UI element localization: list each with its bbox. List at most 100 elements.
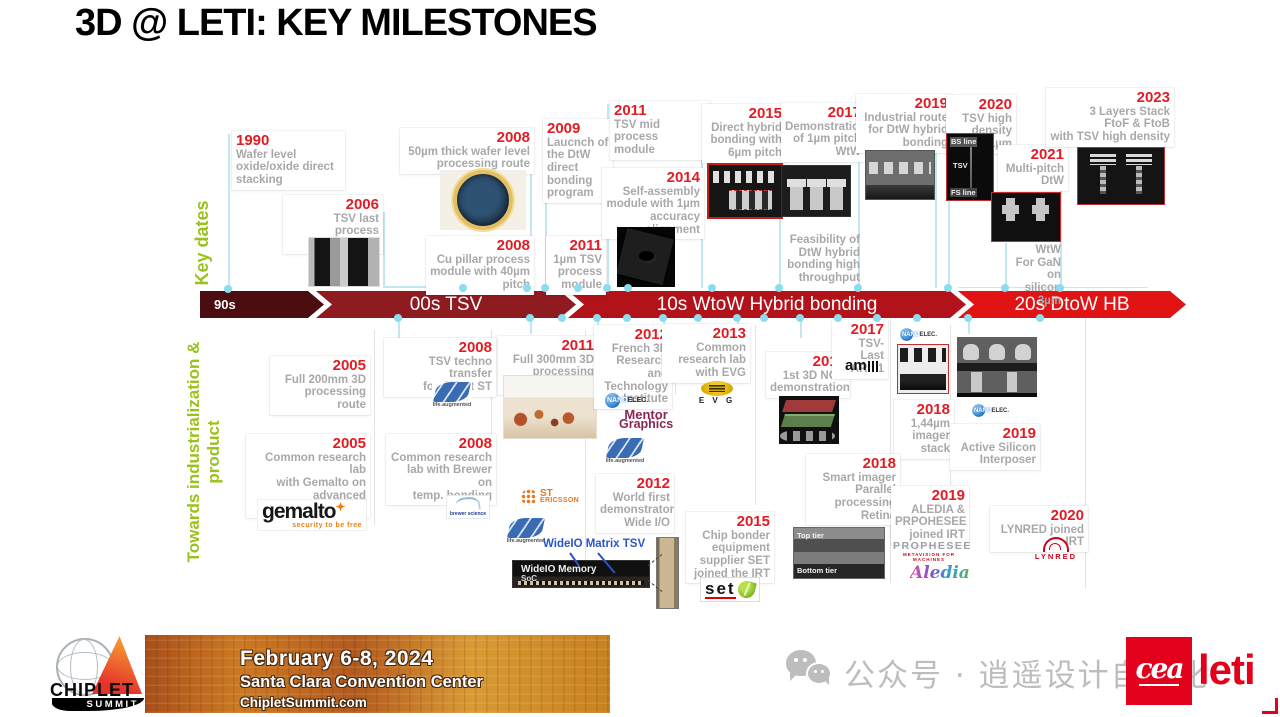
tsv-cross-section-image	[656, 537, 679, 609]
milestone-2005-200mm: 2005 Full 200mm 3D processing route	[270, 356, 370, 415]
milestone-2017-feasibility: Feasibility of DtW hybrid bonding high t…	[776, 232, 864, 288]
connector-line	[530, 134, 532, 288]
cea-logo: cea	[1126, 637, 1192, 705]
timeline-dot	[708, 284, 716, 292]
milestone-year: 2020	[978, 96, 1012, 113]
milestone-text: 50µm thick wafer level processing route	[408, 145, 530, 171]
timeline-dot	[854, 284, 862, 292]
connector-line	[800, 318, 802, 338]
milestone-1990-wafer-stacking: 1990 Wafer level oxide/oxide direct stac…	[232, 131, 345, 190]
timeline-segment-20s: 20s DtoW HB	[958, 291, 1186, 318]
gemalto-logo: gemalto✦ security to be free	[257, 499, 367, 531]
st-logo-caption: life.augmented	[605, 458, 645, 464]
sem-image-dtw-2019	[865, 150, 935, 200]
timeline-dot	[659, 314, 667, 322]
st-logo: life.augmented	[605, 438, 645, 464]
connector-line	[228, 134, 230, 288]
timeline-dot	[541, 284, 549, 292]
event-banner: February 6-8, 2024 Santa Clara Conventio…	[145, 635, 610, 713]
image-label: TSV	[953, 161, 968, 170]
prophesee-logo-tagline: METAVISION FOR MACHINES	[902, 552, 956, 562]
sem-image-active-si-2019	[957, 337, 1037, 397]
milestone-year: 2017	[850, 321, 884, 338]
milestone-text: Smart imager Parallel processing Retina	[822, 471, 896, 522]
milestone-2023-3-layers: 2023 3 Layers Stack FtoF & FtoB with TSV…	[1046, 88, 1174, 147]
nanoelec-logo-icon	[972, 404, 985, 417]
evg-logo-icon	[701, 381, 733, 396]
ams-logo-glyph-icon	[867, 361, 879, 372]
leti-corner-mark	[1262, 698, 1278, 714]
column-divider	[491, 330, 492, 500]
timeline-dot	[944, 284, 952, 292]
timeline-dot	[733, 314, 741, 322]
sem-image-tsv-2020: BS line TSV FS line	[946, 133, 994, 201]
set-logo: set	[700, 577, 760, 602]
gemalto-star-icon: ✦	[335, 500, 346, 514]
milestone-year: 2023	[1136, 89, 1170, 106]
milestone-text: ALEDIA & PRPOHESEE joined IRT	[895, 503, 967, 542]
milestone-2008-wafer-level: 2008 50µm thick wafer level processing r…	[400, 128, 534, 175]
milestone-year: 2012	[636, 475, 670, 492]
st-logo-icon	[506, 518, 546, 538]
wechat-icon	[786, 650, 838, 694]
timeline-dot	[574, 284, 582, 292]
timeline-segment-90s: 90s	[200, 291, 324, 318]
connector-line	[948, 200, 950, 288]
aledia-logo: Aledia	[910, 563, 970, 583]
timeline-dot	[760, 314, 768, 322]
st-ericsson-logo: ST ERICSSON	[521, 489, 579, 505]
milestone-text: 1µm TSV process module	[553, 253, 602, 292]
cea-logo-text: cea	[1135, 651, 1184, 685]
gemalto-logo-text: gemalto	[262, 500, 337, 523]
cleanroom-photo-2011	[503, 375, 597, 439]
timeline-dot	[796, 314, 804, 322]
image-label: WideIO Memory	[521, 564, 597, 575]
st-logo-icon	[605, 438, 645, 458]
sem-image-noc-2016	[779, 396, 839, 444]
connector-line	[383, 212, 385, 287]
column-divider	[374, 330, 375, 525]
milestone-2008-cu-pillar: 2008 Cu pillar process module with 40µm …	[426, 236, 534, 295]
milestone-year: 2020	[1050, 507, 1084, 524]
nanoelec-logo-icon	[605, 393, 620, 408]
column-divider	[1085, 318, 1086, 588]
evg-logo-text: E V G	[698, 396, 736, 405]
milestone-year: 2008	[496, 129, 530, 146]
milestone-text: French 3D Research and Technology Instit…	[604, 342, 668, 406]
image-label: FS line	[950, 187, 977, 197]
connector-line	[545, 124, 547, 288]
milestone-year: 2008	[458, 435, 492, 452]
timeline-dot	[526, 314, 534, 322]
milestone-year: 2008	[496, 237, 530, 254]
st-ericsson-logo-icon	[521, 489, 537, 505]
nanoelec-logo-icon	[900, 328, 913, 341]
connector-line	[1005, 243, 1007, 288]
connector-line	[858, 112, 860, 288]
connector-line	[968, 318, 970, 334]
nanoelec-logo-text: NANO	[607, 397, 628, 404]
milestone-2017-1um-wtw: 2017 Demonstration of 1µm pitch WtW	[781, 103, 866, 162]
cea-underline	[1139, 683, 1179, 687]
column-divider	[755, 325, 756, 505]
milestone-text: WtW For GaN on silicon 3µm	[1015, 244, 1061, 307]
milestone-year: 2019	[1002, 425, 1036, 442]
milestone-year: 2018	[862, 455, 896, 472]
sem-image-tsv-2006	[308, 237, 380, 287]
milestone-text: Full 200mm 3D processing route	[284, 373, 366, 412]
milestone-2018-smart-imager: 2018 Smart imager Parallel processing Re…	[806, 454, 900, 526]
nanoelec-logo-text: NANO	[973, 407, 992, 414]
lynred-logo-icon	[1043, 537, 1069, 552]
milestone-2009-dtw-program: 2009 Laucnch of the DtW direct bonding p…	[543, 119, 613, 203]
milestone-year: 2018	[916, 401, 950, 418]
milestone-text: World first demonstrator Wide I/O	[600, 491, 675, 530]
lynred-logo-text: LYNRED	[1034, 552, 1078, 561]
timeline-dot	[913, 314, 921, 322]
timeline-dot	[623, 314, 631, 322]
milestone-2019-active-si: 2019 Active Silicon Interposer	[950, 424, 1040, 471]
st-logo-icon	[432, 382, 472, 402]
milestone-2012-wideio: 2012 World first demonstrator Wide I/O	[596, 474, 674, 533]
timeline-dot	[593, 314, 601, 322]
sem-image-stack-2023	[1077, 147, 1165, 205]
milestone-2019-aledia-prophesee: 2019 ALEDIA & PRPOHESEE joined IRT	[891, 486, 969, 545]
image-label: Bottom tier	[797, 566, 837, 575]
